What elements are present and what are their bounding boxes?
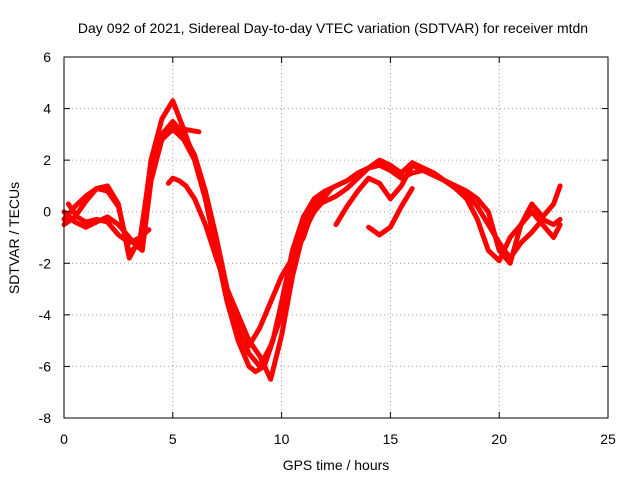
y-tick-label: -6 [39,358,52,374]
x-axis-label: GPS time / hours [283,457,390,473]
series-track-8 [168,121,202,135]
y-tick-label: 6 [43,49,51,65]
data-series [61,98,563,382]
y-tick-label: 0 [43,204,51,220]
y-tick-label: 2 [43,152,51,168]
series-track-2 [61,119,563,369]
series-track-9 [311,186,335,207]
y-tick-label: -2 [39,255,52,271]
x-tick-labels: 0 5 10 15 20 25 [60,431,616,447]
series-track-5 [165,175,328,382]
x-tick-label: 5 [169,431,177,447]
y-tick-label: -4 [39,307,52,323]
x-tick-label: 0 [60,431,68,447]
y-tick-labels: -8 -6 -4 -2 0 2 4 6 [39,49,52,426]
series-track-7 [366,186,415,238]
x-tick-label: 15 [383,431,399,447]
plot-frame [63,56,609,419]
y-axis-label: SDTVAR / TECUs [6,182,22,294]
series-track-1 [61,98,328,375]
grid-lines [64,57,608,418]
y-tick-label: -8 [39,410,52,426]
tick-marks [63,56,609,419]
x-tick-label: 20 [491,431,507,447]
series-track-6 [333,162,563,261]
chart-title: Day 092 of 2021, Sidereal Day-to-day VTE… [78,20,588,36]
x-tick-label: 10 [274,431,290,447]
y-tick-label: 4 [43,101,51,117]
x-tick-label: 25 [600,431,616,447]
series-track-4 [65,201,152,246]
